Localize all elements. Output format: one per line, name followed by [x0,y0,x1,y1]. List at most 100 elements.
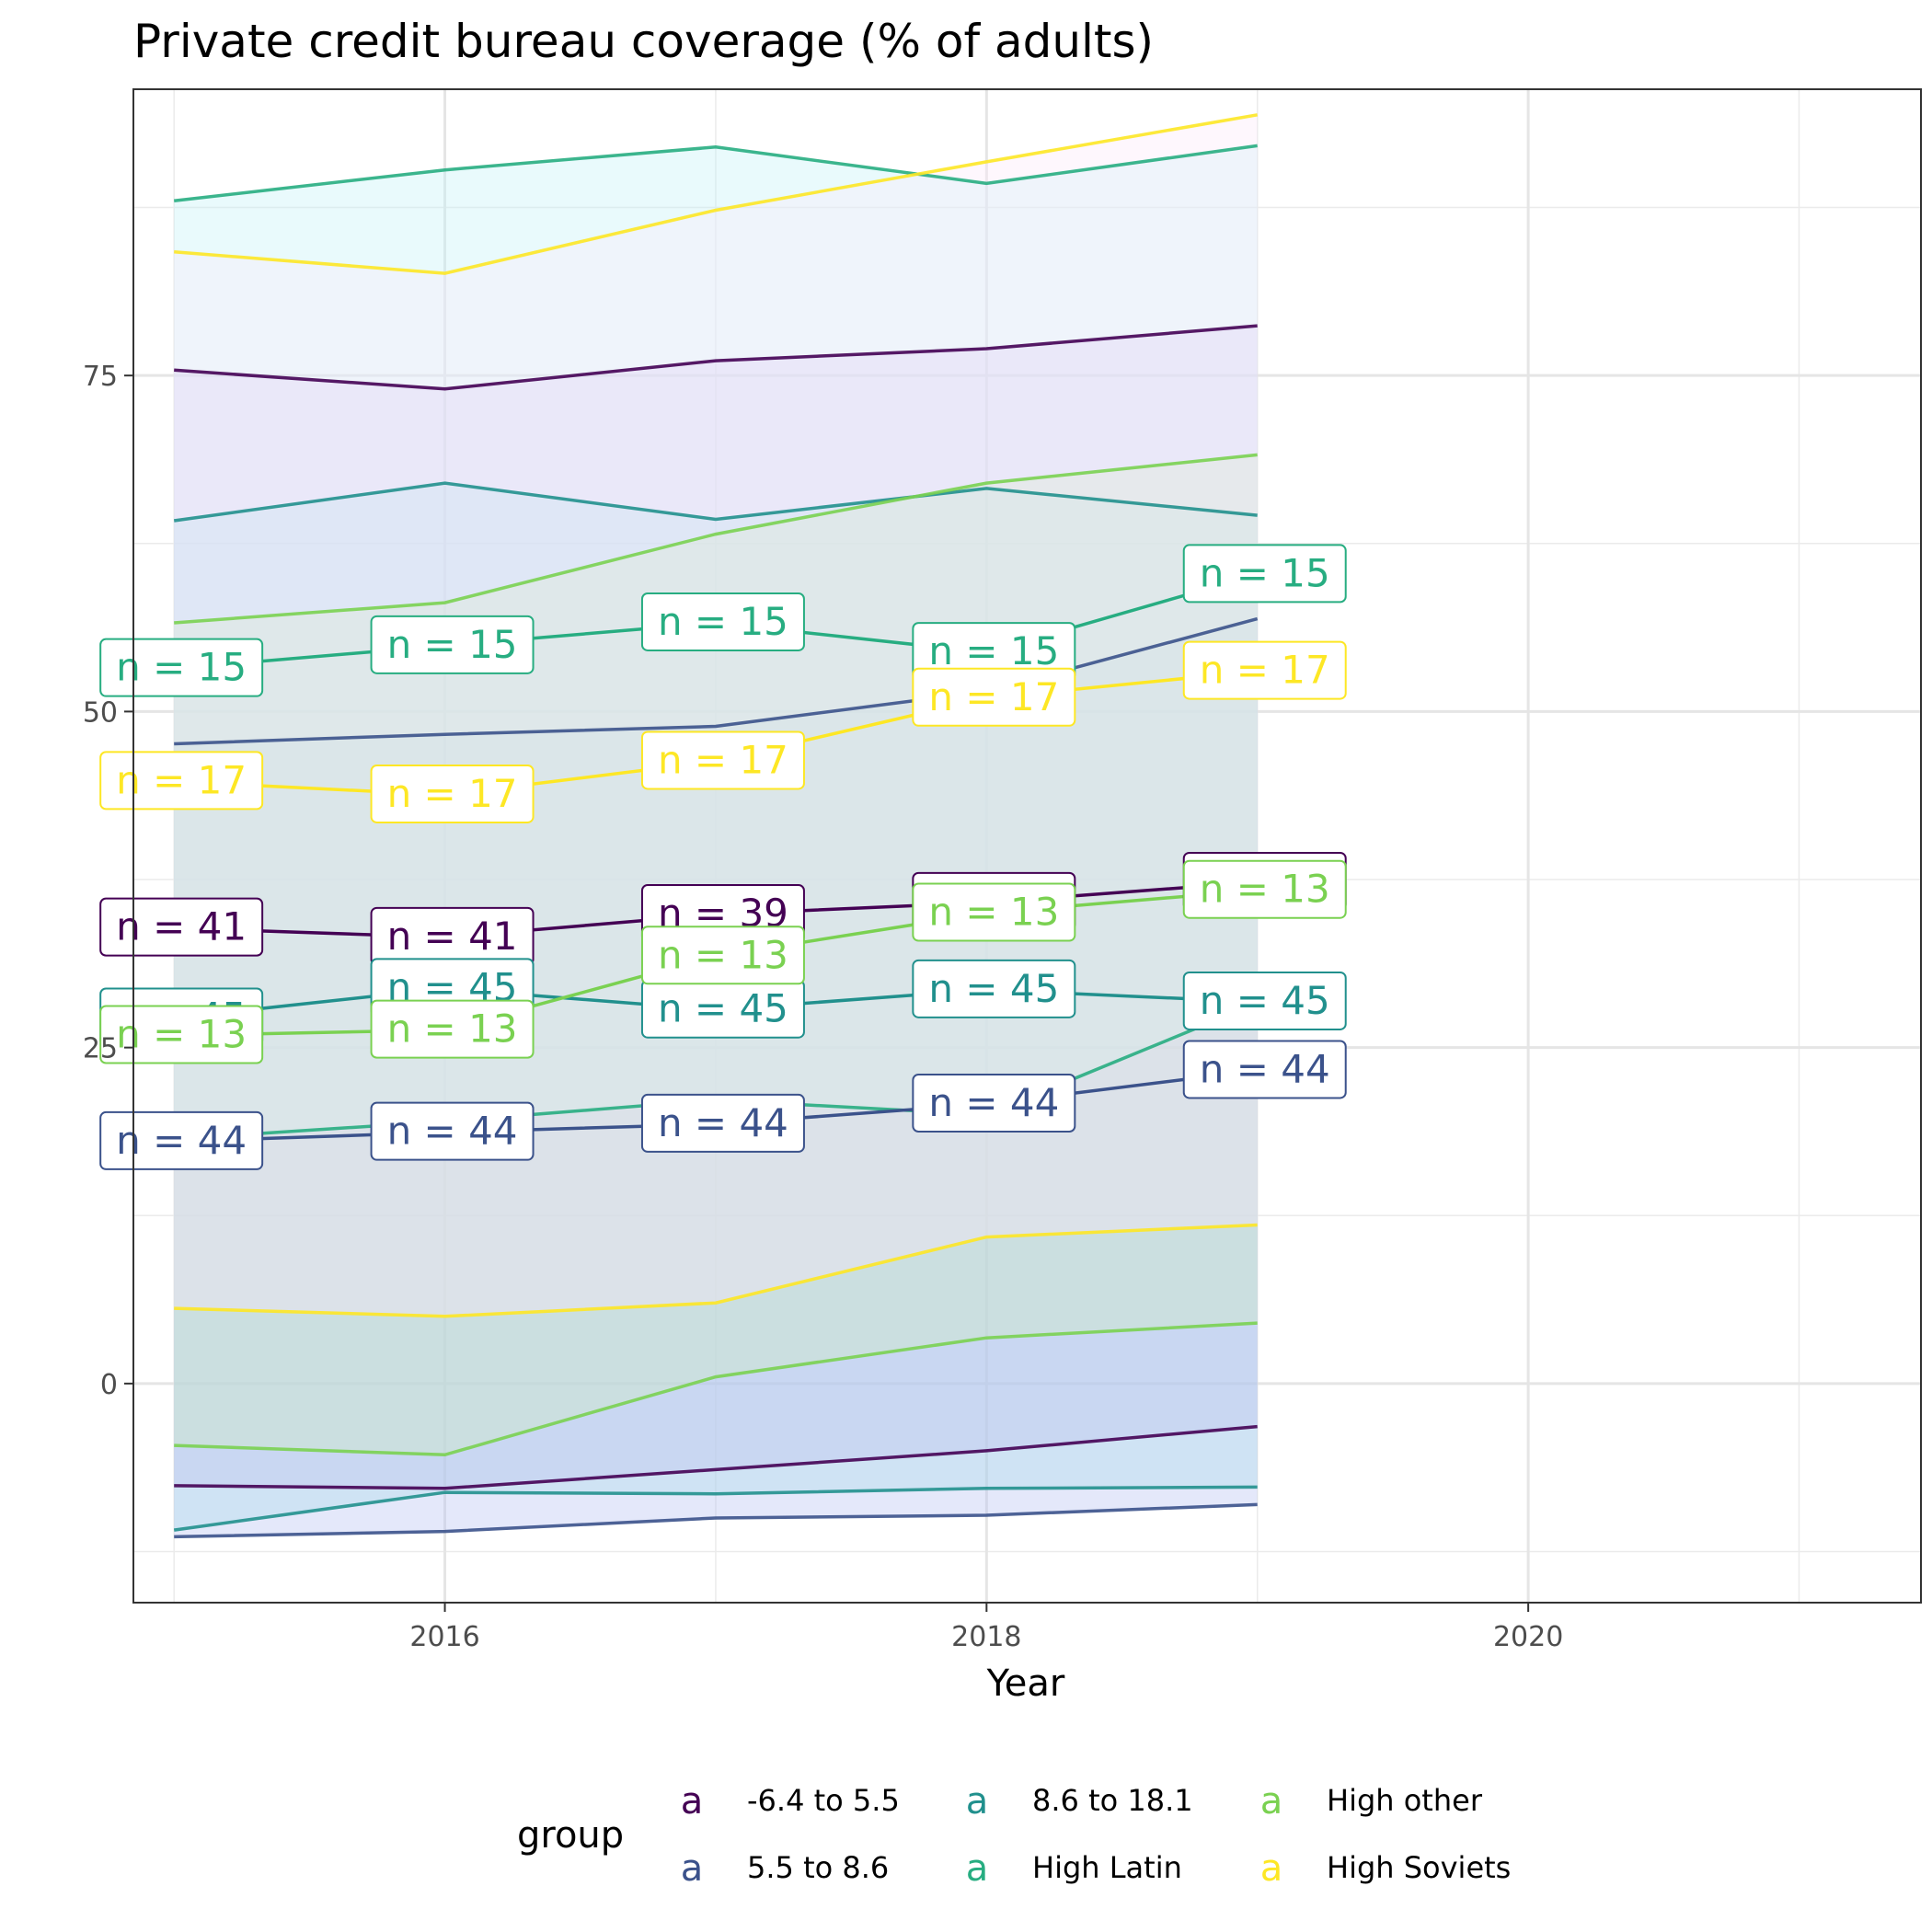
count-label-high-soviets: n = 17 [640,730,805,790]
count-label-high-latin: n = 15 [640,592,805,651]
count-label-text: n = 17 [116,757,247,802]
x-tick-label: 2020 [1493,1621,1563,1653]
count-label-6-4-to-5-5: n = 41 [370,906,535,966]
count-label-box [1182,971,1347,1030]
count-label-5-5-to-8-6: n = 44 [370,1101,535,1161]
count-label-text: n = 45 [1200,978,1330,1023]
count-label-high-soviets: n = 17 [912,667,1076,727]
panel-background [133,89,1921,1603]
count-label-high-other: n = 13 [912,882,1076,942]
legend-item-6-4-to-5-5: a -6.4 to 5.5 [681,1780,900,1823]
count-label-5-5-to-8-6: n = 44 [640,1093,805,1153]
legend-label: High Latin [1032,1850,1182,1885]
count-label-text: n = 13 [116,1011,247,1056]
legend-label: High Soviets [1327,1850,1511,1885]
plot-border [132,88,1922,1604]
count-label-box [912,1073,1076,1133]
count-label-box [640,1093,805,1153]
count-label-8-6-to-18-1: n = 45 [912,959,1076,1018]
count-label-8-6-to-18-1: n = 45 [1182,971,1347,1030]
count-label-box [370,764,535,823]
count-label-high-latin: n = 15 [99,638,264,697]
count-label-text: n = 15 [387,622,518,667]
legend-key: a [966,1780,989,1823]
legend-item-5-5-to-8-6: a 5.5 to 8.6 [681,1847,890,1890]
legend-item-high-other: a High other [1260,1780,1483,1823]
y-tick-label: 0 [100,1369,118,1401]
y-axis: 0 25 50 75 [83,361,133,1401]
upper-line-high-other [174,453,1258,625]
legend-key: a [681,1780,704,1823]
count-label-box [640,926,805,985]
legend: group a -6.4 to 5.5 a 5.5 to 8.6 a 8.6 to 18.… [517,1780,1511,1890]
count-label-text: n = 13 [658,932,788,977]
count-label-text: n = 41 [116,904,247,949]
count-label-text: n = 15 [928,628,1059,673]
lower-line-8-6-to-18-1 [173,1485,1258,1532]
count-label-high-soviets: n = 17 [370,764,535,823]
y-tick-label: 50 [83,696,118,729]
count-label-high-soviets: n = 17 [1182,640,1347,700]
count-label-5-5-to-8-6: n = 44 [1182,1040,1347,1099]
count-label-high-other: n = 13 [640,926,805,985]
count-label-text: n = 15 [658,599,788,644]
count-label-box [640,730,805,790]
count-label-high-latin: n = 15 [370,615,535,674]
count-label-5-5-to-8-6: n = 44 [912,1073,1076,1133]
count-label-text: n = 13 [387,1006,518,1052]
x-tick-label: 2016 [409,1621,479,1653]
count-label-box [99,638,264,697]
count-label-text: n = 17 [928,674,1059,719]
upper-line-high-soviets [174,113,1258,275]
count-label-box [1182,544,1347,604]
legend-label: High other [1327,1783,1483,1818]
upper-line-8-6-to-18-1 [173,481,1258,523]
count-label-6-4-to-5-5: n = 41 [99,897,264,957]
count-label-text: n = 44 [658,1100,788,1145]
legend-key: a [966,1847,989,1890]
count-label-box [99,751,264,811]
legend-item-high-soviets: a High Soviets [1260,1847,1512,1890]
minor-gridlines [133,89,1921,1603]
count-label-high-latin: n = 15 [912,622,1076,682]
count-label-high-soviets: n = 17 [99,751,264,811]
confidence-ribbons [174,114,1258,1537]
legend-key: a [1260,1780,1283,1823]
count-label-box [912,667,1076,727]
upper-line-6-4-to-5-5 [174,324,1258,391]
lower-line-high-other [174,1321,1258,1457]
count-label-high-other: n = 13 [1182,859,1347,919]
y-tick-label: 75 [83,361,118,393]
x-axis-title: Year [986,1662,1065,1705]
count-label-high-other: n = 13 [99,1005,264,1064]
count-label-box [99,897,264,957]
count-label-box [1182,859,1347,919]
count-label-box [370,615,535,674]
lower-line-6-4-to-5-5 [174,1424,1258,1490]
count-label-box [1182,1040,1347,1099]
lower-line-high-soviets [174,1223,1258,1318]
count-label-text: n = 45 [658,986,788,1031]
upper-line-high-latin [174,144,1258,203]
count-label-high-latin: n = 15 [1182,544,1347,604]
count-label-text: n = 17 [658,737,788,782]
ribbon-5-5-to-8-6 [174,618,1258,1537]
upper-line-5-5-to-8-6 [174,616,1259,746]
count-label-box [1182,640,1347,700]
chart-title: Private credit bureau coverage (% of adu… [133,15,1154,68]
x-tick-label: 2018 [951,1621,1021,1653]
count-label-box [370,1101,535,1161]
count-label-box [99,1110,264,1170]
count-label-text: n = 44 [1200,1046,1330,1091]
count-label-text: n = 13 [928,890,1059,935]
count-label-box [370,999,535,1059]
plot-panel [133,89,1921,1603]
x-axis: 2016 2018 2020 [409,1603,1563,1653]
count-label-box [912,959,1076,1018]
count-label-text: n = 41 [387,914,518,959]
count-label-text: n = 15 [1200,550,1330,595]
legend-key: a [681,1847,704,1890]
legend-label: 5.5 to 8.6 [747,1850,889,1885]
count-label-box [640,592,805,651]
